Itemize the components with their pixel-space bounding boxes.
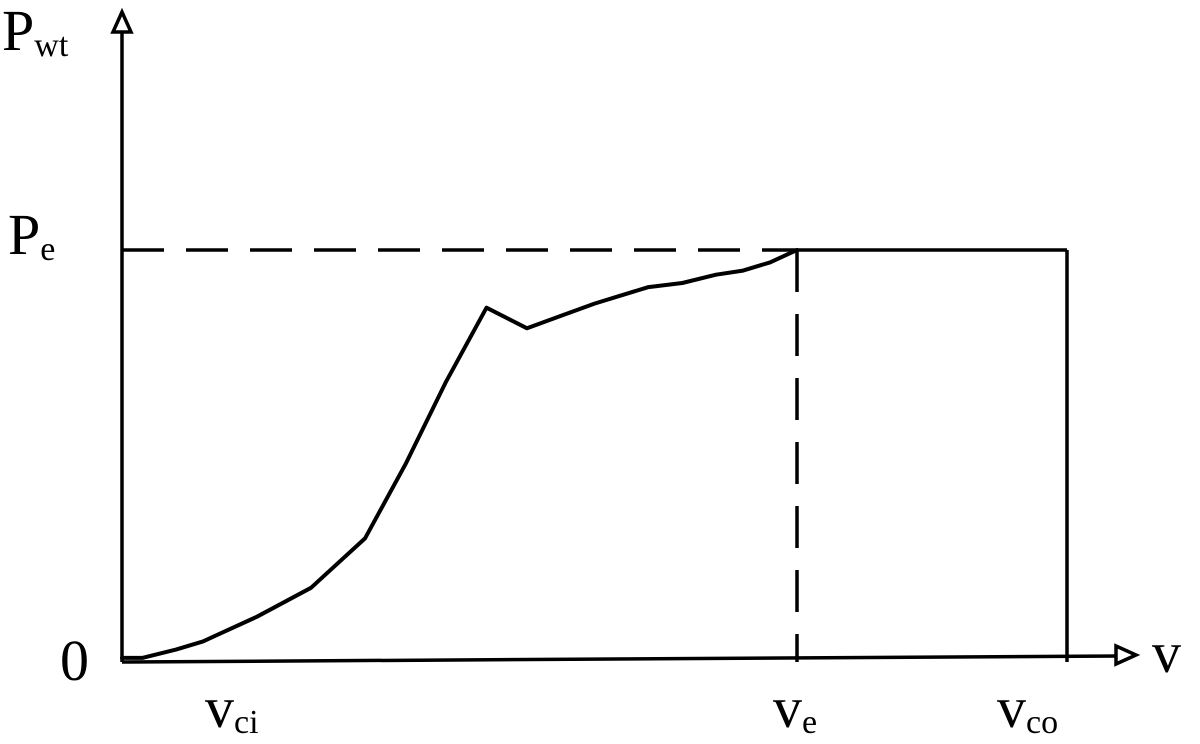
- power-curve: [120, 248, 799, 660]
- x-tick-label-ve: ve: [773, 675, 817, 741]
- x-axis: [121, 654, 1121, 664]
- guide-lines: [122, 248, 799, 662]
- y-axis-label: Pwt: [2, 0, 69, 64]
- x-tick-label-vci: vci: [205, 675, 259, 741]
- tick-labels: Pe vci ve vco: [8, 202, 1058, 741]
- origin-label: 0: [60, 628, 89, 693]
- x-axis-label: v: [1152, 620, 1181, 685]
- x-tick-label-vco: vco: [997, 675, 1058, 741]
- y-tick-label-Pe: Pe: [8, 202, 55, 268]
- x-axis-arrowhead: [1114, 643, 1141, 667]
- y-axis-arrowhead: [110, 7, 134, 34]
